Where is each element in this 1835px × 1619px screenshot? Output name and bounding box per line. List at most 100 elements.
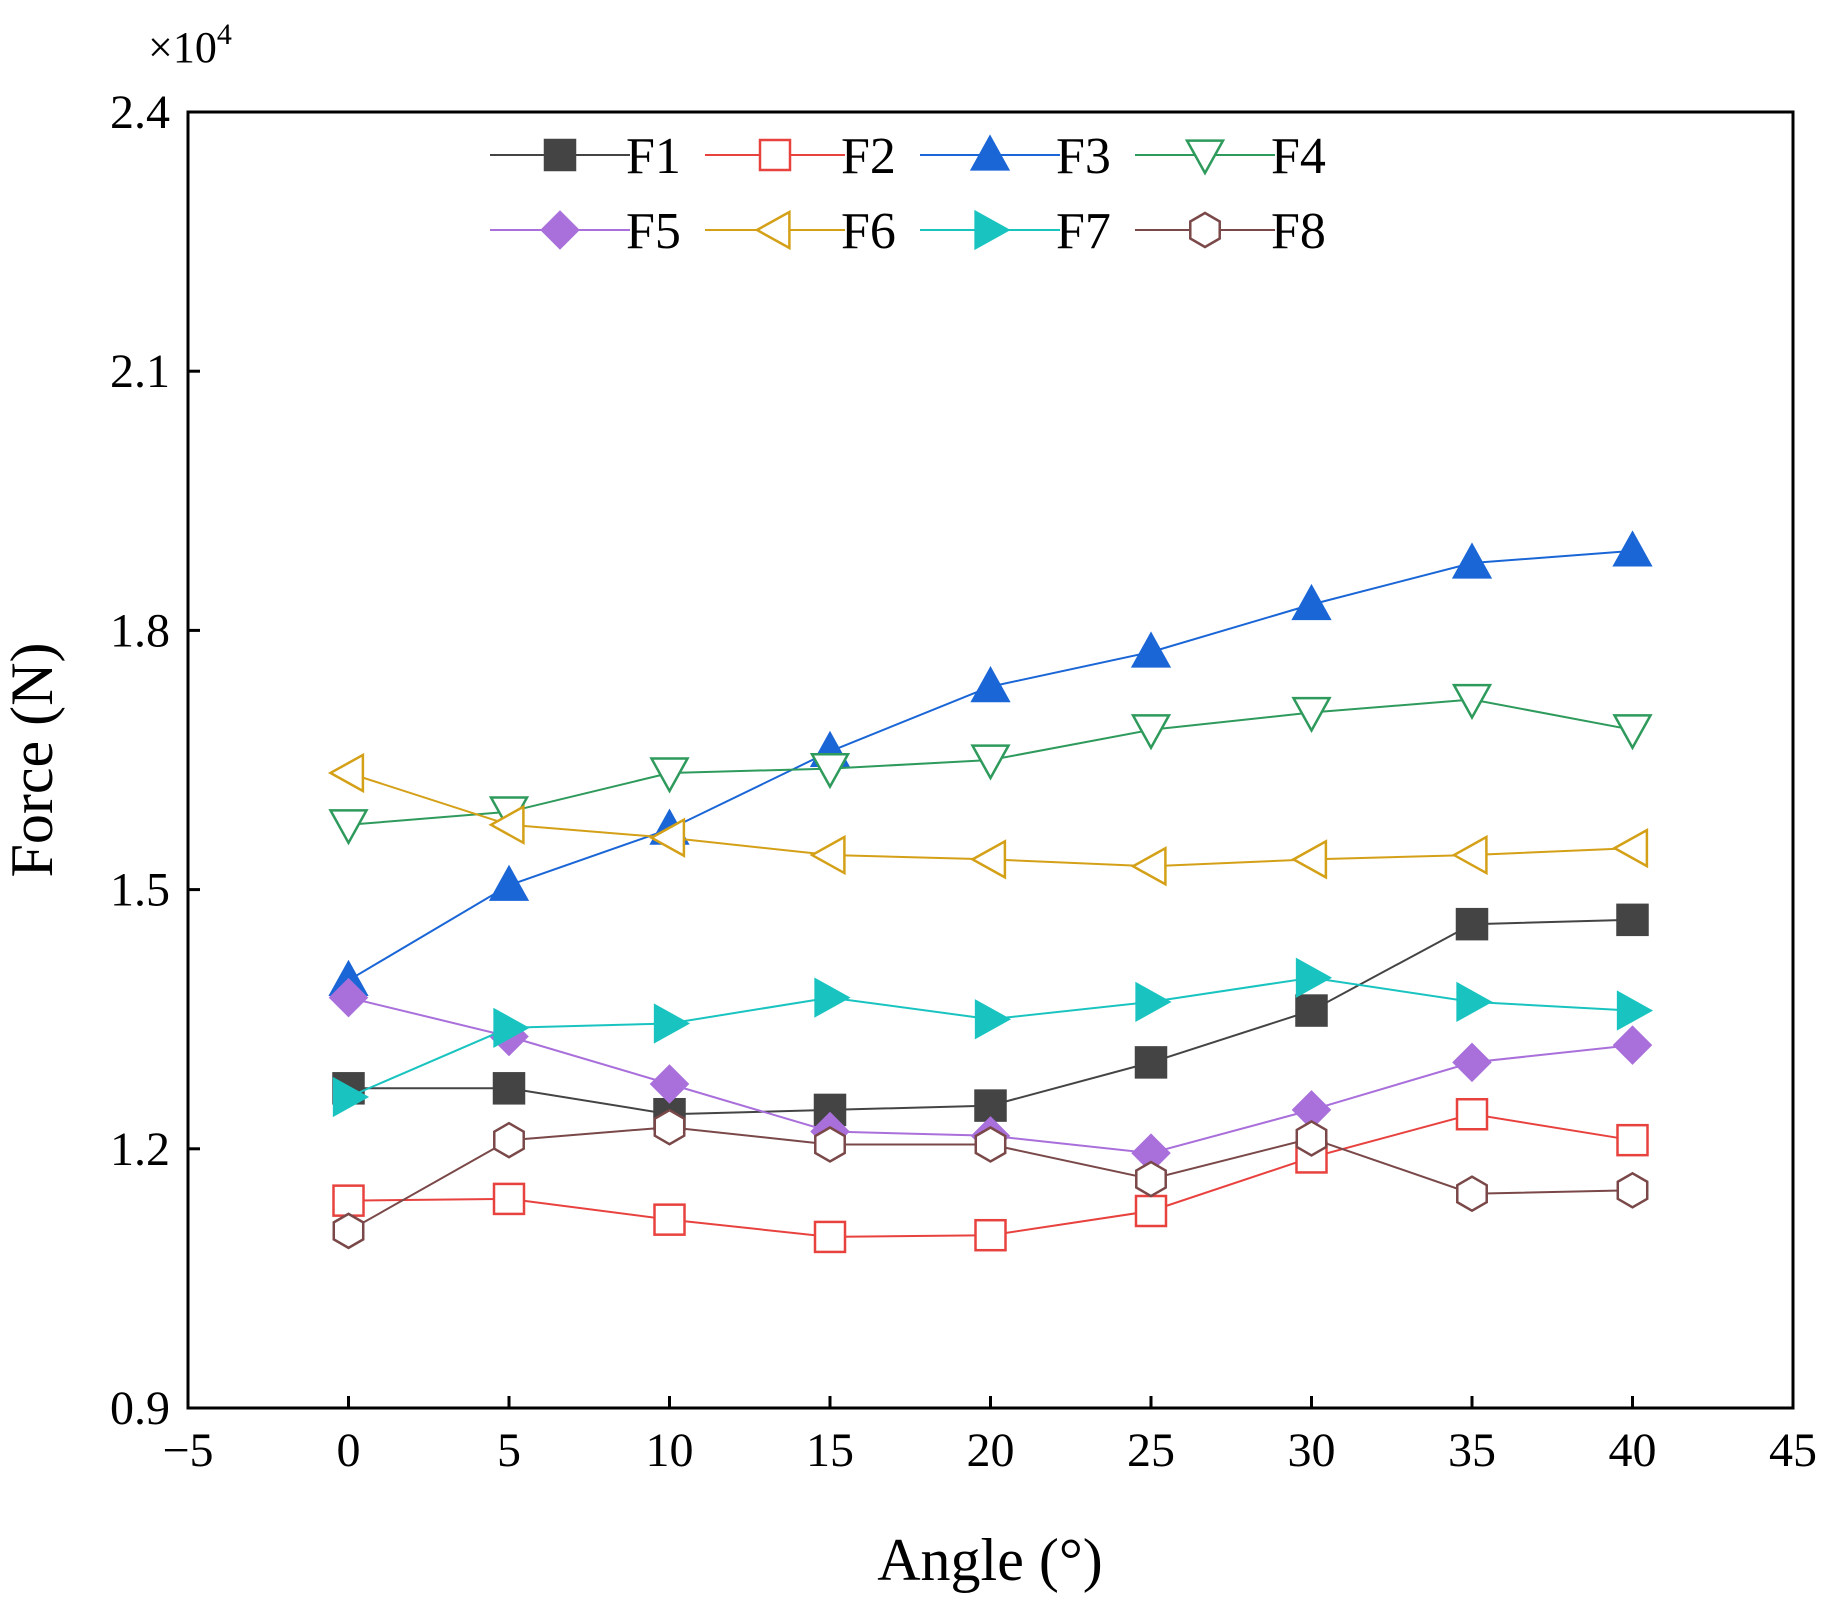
legend-item-f5: F5 xyxy=(490,203,681,260)
series-f8-point xyxy=(493,1121,525,1159)
legend-marker xyxy=(543,138,577,172)
y-tick-label: 1.8 xyxy=(110,604,170,657)
legend-label: F3 xyxy=(1056,128,1111,185)
x-tick-label: 5 xyxy=(497,1424,521,1477)
series-f6-point xyxy=(488,804,525,845)
series-layer xyxy=(327,530,1654,1254)
series-f6 xyxy=(327,752,1649,887)
series-f1-point xyxy=(1134,1046,1168,1079)
series-f8-point xyxy=(814,1126,846,1163)
series-f6-point xyxy=(1290,839,1328,880)
series-f7-point xyxy=(332,1076,370,1118)
y-multiplier: ×104 xyxy=(148,18,232,72)
series-f2-point xyxy=(813,1220,847,1254)
series-f5-point xyxy=(328,977,369,1018)
series-f4-point xyxy=(1291,696,1332,734)
series-f5-point xyxy=(649,1064,690,1104)
x-tick-label: 40 xyxy=(1609,1424,1657,1477)
series-f1-point xyxy=(1295,994,1328,1027)
series-f4 xyxy=(328,683,1653,846)
x-tick-label: 30 xyxy=(1288,1424,1336,1477)
legend-item-f6: F6 xyxy=(705,203,896,260)
y-axis-ticks: 0.9 1.2 1.5 1.8 2.1 2.4 xyxy=(110,86,200,1435)
series-f6-point xyxy=(1451,834,1488,876)
series-f8-point xyxy=(1616,1171,1649,1209)
y-axis-title: Force (N) xyxy=(0,643,65,878)
legend-item-f8: F8 xyxy=(1135,203,1326,260)
series-f7-point xyxy=(1135,981,1172,1023)
x-tick-label: 20 xyxy=(967,1424,1015,1477)
legend-marker xyxy=(540,210,580,250)
legend-item-f2: F2 xyxy=(705,128,896,185)
y-multiplier-exponent: 4 xyxy=(217,18,232,51)
y-tick-label: 2.4 xyxy=(110,86,170,139)
legend-label: F2 xyxy=(841,128,896,185)
x-tick-label: 35 xyxy=(1448,1424,1496,1477)
series-f2-point xyxy=(1455,1097,1489,1131)
series-f7-point xyxy=(1616,990,1654,1031)
series-f2-point xyxy=(1134,1194,1168,1228)
series-f4-point xyxy=(809,752,851,790)
legend-item-f1: F1 xyxy=(490,128,681,185)
series-f4-point xyxy=(970,744,1011,781)
legend-item-f4: F4 xyxy=(1135,128,1326,185)
x-tick-label: 0 xyxy=(337,1424,361,1477)
y-tick-label: 2.1 xyxy=(110,345,170,398)
series-f3-point xyxy=(1451,542,1493,579)
series-f3-point xyxy=(970,665,1011,703)
y-tick-label: 1.2 xyxy=(110,1123,170,1176)
series-f3-point xyxy=(1291,583,1332,621)
legend-label: F1 xyxy=(626,128,681,185)
legend-marker xyxy=(1189,211,1221,249)
series-f8-point xyxy=(1456,1175,1488,1213)
series-f8-point xyxy=(1135,1160,1167,1198)
series-f3-point xyxy=(488,864,530,901)
series-f2-point xyxy=(332,1184,365,1217)
series-f8-point xyxy=(974,1126,1007,1163)
series-f7 xyxy=(332,957,1654,1118)
series-f7-line xyxy=(348,976,1633,1098)
series-f2-point xyxy=(653,1203,686,1236)
legend-label: F4 xyxy=(1271,128,1326,185)
series-f1-point xyxy=(492,1072,526,1105)
series-f2-point xyxy=(1616,1123,1649,1157)
series-f2 xyxy=(332,1097,1649,1254)
series-f6-point xyxy=(1130,846,1167,887)
series-f4-point xyxy=(1451,683,1493,721)
legend-marker xyxy=(969,134,1011,171)
x-tick-label: 45 xyxy=(1769,1424,1817,1477)
series-f6-point xyxy=(327,752,365,794)
x-tick-label: 10 xyxy=(646,1424,694,1477)
legend-marker xyxy=(974,209,1011,251)
legend-marker xyxy=(754,209,791,251)
series-f7-point xyxy=(814,977,851,1018)
legend-marker xyxy=(1184,139,1226,176)
x-axis-ticks: −5 0 5 10 15 20 25 30 35 40 45 xyxy=(162,1396,1817,1477)
legend-label: F6 xyxy=(841,203,896,260)
legend-item-f3: F3 xyxy=(920,128,1111,185)
legend-label: F5 xyxy=(626,203,681,260)
series-f6-point xyxy=(648,817,686,858)
y-multiplier-base: ×10 xyxy=(148,23,217,72)
series-f2-point xyxy=(492,1182,526,1216)
legend-marker xyxy=(758,138,792,172)
x-tick-label: 15 xyxy=(806,1424,854,1477)
series-f5-point xyxy=(1452,1042,1492,1083)
series-f3-point xyxy=(1612,530,1653,567)
series-f6-point xyxy=(1611,828,1649,869)
series-f2-point xyxy=(974,1218,1007,1252)
legend-item-f7: F7 xyxy=(920,203,1111,260)
legend-label: F8 xyxy=(1271,203,1326,260)
series-f3-point xyxy=(1130,631,1172,668)
series-f5-point xyxy=(1612,1025,1653,1065)
series-f8-point xyxy=(332,1212,365,1250)
series-f7-point xyxy=(653,1003,691,1044)
x-tick-label: 25 xyxy=(1127,1424,1175,1477)
series-f6-point xyxy=(969,839,1007,880)
series-f8-point xyxy=(1295,1119,1328,1157)
series-f1-point xyxy=(1455,907,1489,941)
series-f6-point xyxy=(809,834,846,876)
series-f4-point xyxy=(649,757,690,794)
series-f8 xyxy=(332,1108,1649,1250)
